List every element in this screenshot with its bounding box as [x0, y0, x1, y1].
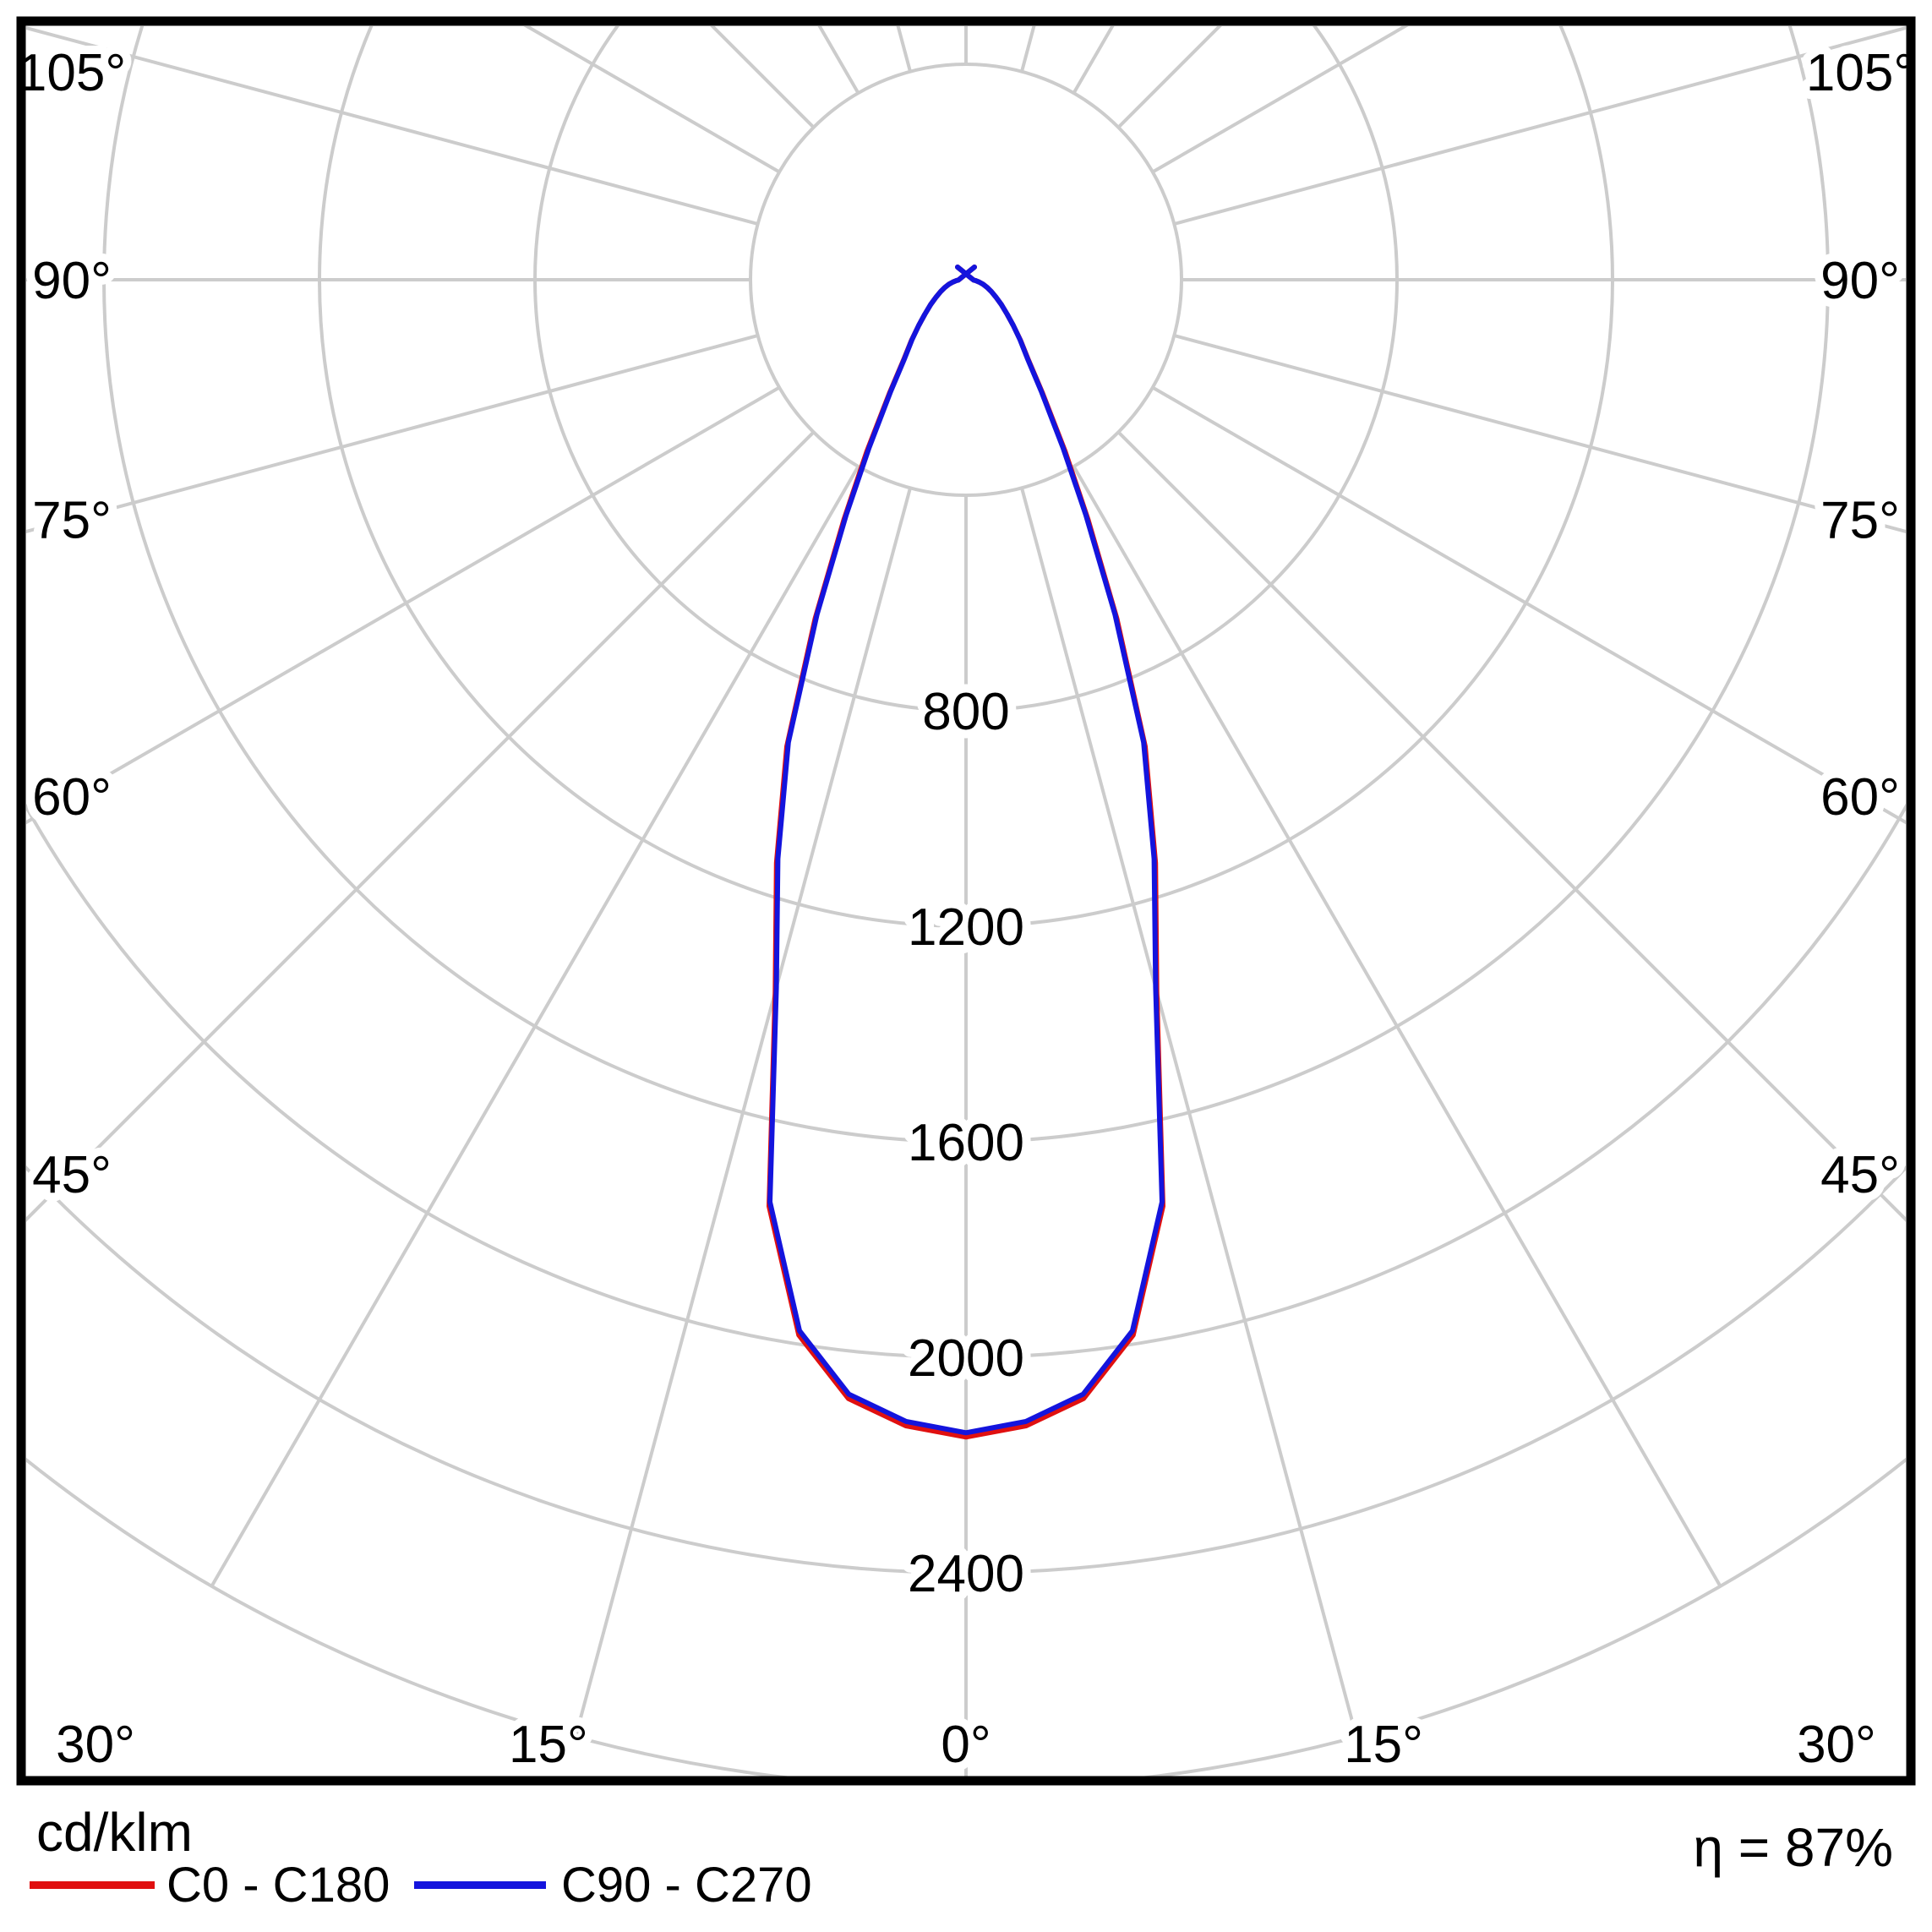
angle-label-right: 105° [1806, 44, 1914, 102]
angle-label-left: 45° [32, 1146, 112, 1204]
efficiency-label: η = 87% [1693, 1817, 1893, 1878]
radial-value-label: 1200 [908, 898, 1024, 957]
angle-label-left: 75° [32, 491, 112, 549]
angle-labels: 105° 105° 90° 90° 75° 75° 60° 60° 45° 45° 30° 30° 15… [9, 35, 1923, 1782]
angle-label-bottom: 0° [941, 1716, 991, 1774]
legend-label-c0-c180: C0 - C180 [166, 1858, 390, 1913]
value-labels: 800 1200 1600 2000 2400 [899, 674, 1033, 1612]
legend-swatch-c0-c180-icon [30, 1881, 155, 1889]
angle-label-right: 45° [1820, 1146, 1900, 1204]
angle-label-bottom: 15° [509, 1716, 588, 1774]
radial-value-label: 2400 [908, 1545, 1024, 1603]
radial-value-label: 1600 [908, 1114, 1024, 1172]
chart-frame [16, 16, 1916, 1786]
angle-label-left: 90° [32, 252, 112, 310]
angle-grid [26, 26, 1906, 1776]
angle-label-bottom: 30° [56, 1716, 135, 1774]
legend-swatch-c90-c270-icon [414, 1881, 546, 1889]
angle-label-right: 90° [1820, 252, 1900, 310]
angle-label-bottom: 30° [1797, 1716, 1876, 1774]
plot-area [26, 26, 1906, 1776]
angle-label-left: 105° [18, 44, 126, 102]
legend-label-c90-c270: C90 - C270 [561, 1858, 812, 1913]
curve-c90-c270 [767, 265, 1165, 1436]
angle-label-right: 60° [1820, 768, 1900, 827]
angle-label-left: 60° [32, 768, 112, 827]
radial-value-label: 800 [922, 683, 1009, 741]
angle-label-bottom: 15° [1344, 1716, 1423, 1774]
angle-label-right: 75° [1820, 491, 1900, 549]
radial-value-label: 2000 [908, 1329, 1024, 1388]
unit-label: cd/klm [36, 1802, 193, 1863]
legend: C0 - C180 C90 - C270 [0, 1858, 1932, 1917]
